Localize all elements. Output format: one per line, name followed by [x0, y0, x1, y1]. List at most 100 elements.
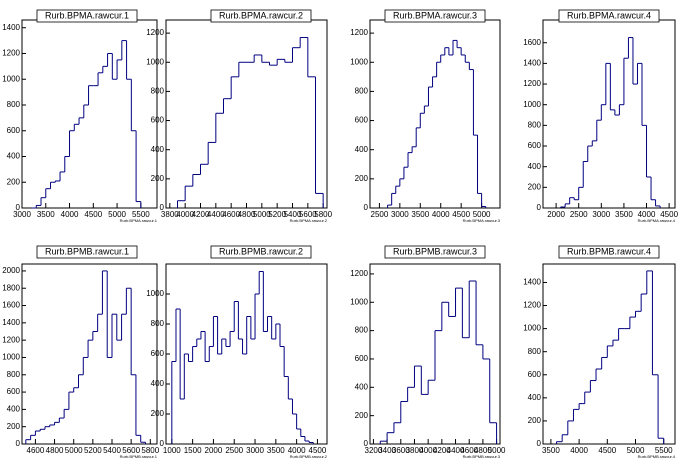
frame [165, 19, 328, 209]
x-tick-label: 4200 [192, 210, 210, 219]
x-tick-label: 4800 [474, 446, 492, 455]
y-tick-label: 1000 [146, 289, 164, 298]
title-box [558, 245, 660, 259]
x-tick-label: 4800 [238, 210, 256, 219]
x-tick-label: 4000 [419, 446, 437, 455]
x-tick-label: 5800 [141, 446, 159, 455]
x-tick-label: 3000 [592, 210, 610, 219]
frame [21, 19, 158, 209]
y-tick-label: 400 [355, 382, 369, 391]
chart-title: Rurb.BPMA.rawcur.3 [393, 10, 477, 20]
x-tick-label: 5400 [103, 446, 121, 455]
frame [542, 19, 676, 209]
x-tick-label: 4000 [176, 210, 194, 219]
y-tick-label: 1200 [523, 301, 541, 310]
x-tick-label: 3800 [406, 446, 424, 455]
frame [542, 263, 676, 445]
x-tick-label: 5000 [473, 210, 491, 219]
title-box [36, 245, 138, 259]
y-tick-label: 1800 [2, 283, 20, 292]
frame [21, 263, 158, 445]
x-tick-label: 2000 [205, 446, 223, 455]
x-tick-label: 5000 [65, 446, 83, 455]
y-tick-label: 0 [16, 439, 21, 448]
x-axis-title: Rurb.BPMB.rawcur.2 [290, 454, 328, 459]
x-tick-label: 4000 [288, 446, 306, 455]
x-tick-label: 5800 [314, 210, 332, 219]
y-tick-label: 0 [537, 439, 542, 448]
x-axis-title: Rurb.BPMB.rawcur.1 [120, 454, 158, 459]
y-tick-label: 800 [151, 319, 165, 328]
y-tick-label: 0 [160, 203, 165, 212]
y-tick-label: 200 [355, 174, 369, 183]
x-tick-label: 4500 [84, 210, 102, 219]
x-tick-label: 3500 [267, 446, 285, 455]
y-tick-label: 200 [151, 409, 165, 418]
y-tick-label: 0 [160, 439, 165, 448]
chart-title: Rurb.BPMA.rawcur.4 [567, 10, 651, 20]
x-tick-label: 4600 [27, 446, 45, 455]
x-tick-label: 4500 [598, 446, 616, 455]
y-tick-label: 1000 [523, 100, 541, 109]
y-tick-label: 1600 [523, 38, 541, 47]
y-tick-label: 600 [7, 387, 21, 396]
y-tick-label: 0 [537, 203, 542, 212]
frame [369, 19, 501, 209]
y-tick-label: 600 [151, 349, 165, 358]
x-tick-label: 5600 [122, 446, 140, 455]
y-tick-label: 400 [7, 404, 21, 413]
x-tick-label: 3400 [378, 446, 396, 455]
y-tick-label: 0 [364, 439, 369, 448]
x-tick-label: 2500 [225, 446, 243, 455]
chart-title: Rurb.BPMB.rawcur.1 [45, 246, 129, 256]
y-tick-label: 1000 [350, 57, 368, 66]
y-tick-label: 400 [151, 145, 165, 154]
title-box [384, 245, 486, 259]
y-tick-label: 200 [528, 416, 542, 425]
x-tick-label: 3000 [13, 210, 31, 219]
y-tick-label: 400 [7, 152, 21, 161]
y-tick-label: 600 [528, 370, 542, 379]
x-tick-label: 5600 [299, 210, 317, 219]
x-tick-label: 5000 [488, 446, 506, 455]
frame [369, 263, 501, 445]
y-tick-label: 1200 [350, 28, 368, 37]
y-tick-label: 1200 [2, 49, 20, 58]
y-tick-label: 0 [364, 203, 369, 212]
y-tick-label: 1400 [523, 278, 541, 287]
x-tick-label: 4400 [447, 446, 465, 455]
x-axis-title: Rurb.BPMA.rawcur.4 [638, 218, 676, 223]
x-axis-title: Rurb.BPMB.rawcur.3 [463, 454, 501, 459]
x-tick-label: 2000 [547, 210, 565, 219]
x-tick-label: 4500 [452, 210, 470, 219]
chart-title: Rurb.BPMB.rawcur.2 [219, 246, 303, 256]
y-tick-label: 600 [355, 354, 369, 363]
y-tick-label: 2000 [2, 266, 20, 275]
x-tick-label: 4200 [433, 446, 451, 455]
y-tick-label: 1000 [350, 297, 368, 306]
x-tick-label: 2500 [371, 210, 389, 219]
x-tick-label: 3500 [542, 446, 560, 455]
x-tick-label: 5400 [284, 210, 302, 219]
y-tick-label: 200 [355, 411, 369, 420]
x-axis-title: Rurb.BPMB.rawcur.4 [638, 454, 676, 459]
x-tick-label: 4000 [61, 210, 79, 219]
x-tick-label: 4500 [660, 210, 678, 219]
y-tick-label: 800 [151, 87, 165, 96]
x-tick-label: 5200 [268, 210, 286, 219]
x-tick-label: 5500 [132, 210, 150, 219]
y-tick-label: 200 [151, 174, 165, 183]
x-tick-label: 3000 [391, 210, 409, 219]
y-tick-label: 1200 [523, 79, 541, 88]
y-tick-label: 1400 [2, 23, 20, 32]
x-tick-label: 3200 [365, 446, 383, 455]
x-tick-label: 5000 [253, 210, 271, 219]
y-tick-label: 1200 [2, 335, 20, 344]
y-tick-label: 1400 [523, 58, 541, 67]
x-tick-label: 1500 [184, 446, 202, 455]
y-tick-label: 400 [528, 162, 542, 171]
y-tick-label: 400 [528, 393, 542, 402]
y-tick-label: 1600 [2, 301, 20, 310]
y-tick-label: 200 [528, 182, 542, 191]
y-tick-label: 800 [7, 100, 21, 109]
